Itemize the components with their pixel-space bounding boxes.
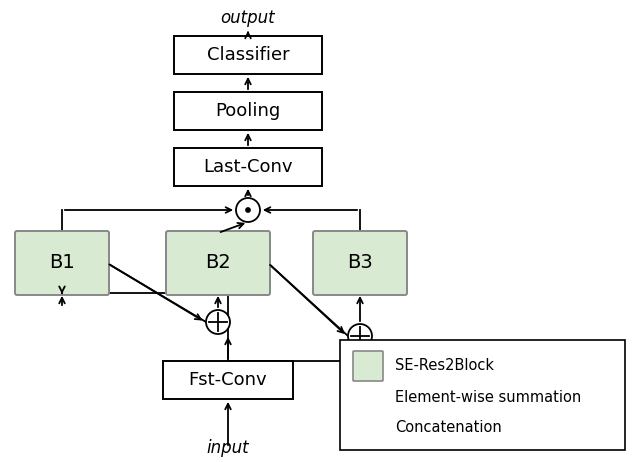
Circle shape <box>348 324 372 348</box>
FancyBboxPatch shape <box>166 231 270 295</box>
Circle shape <box>236 198 260 222</box>
Text: B3: B3 <box>347 254 373 273</box>
Text: output: output <box>221 9 275 27</box>
Circle shape <box>366 426 370 430</box>
FancyBboxPatch shape <box>163 361 293 399</box>
Text: Pooling: Pooling <box>216 102 280 120</box>
Circle shape <box>356 385 380 409</box>
Text: Element-wise summation: Element-wise summation <box>395 389 581 405</box>
FancyBboxPatch shape <box>174 36 322 74</box>
FancyBboxPatch shape <box>174 92 322 130</box>
FancyBboxPatch shape <box>340 340 625 450</box>
FancyBboxPatch shape <box>174 148 322 186</box>
Text: Concatenation: Concatenation <box>395 420 502 436</box>
Text: input: input <box>207 439 250 457</box>
Text: Last-Conv: Last-Conv <box>204 158 292 176</box>
FancyBboxPatch shape <box>313 231 407 295</box>
Text: B2: B2 <box>205 254 231 273</box>
Circle shape <box>206 310 230 334</box>
Text: B1: B1 <box>49 254 75 273</box>
Circle shape <box>356 416 380 440</box>
FancyBboxPatch shape <box>15 231 109 295</box>
Text: Classifier: Classifier <box>207 46 289 64</box>
Text: SE-Res2Block: SE-Res2Block <box>395 359 494 373</box>
Circle shape <box>246 208 250 212</box>
Text: Fst-Conv: Fst-Conv <box>189 371 268 389</box>
FancyBboxPatch shape <box>353 351 383 381</box>
